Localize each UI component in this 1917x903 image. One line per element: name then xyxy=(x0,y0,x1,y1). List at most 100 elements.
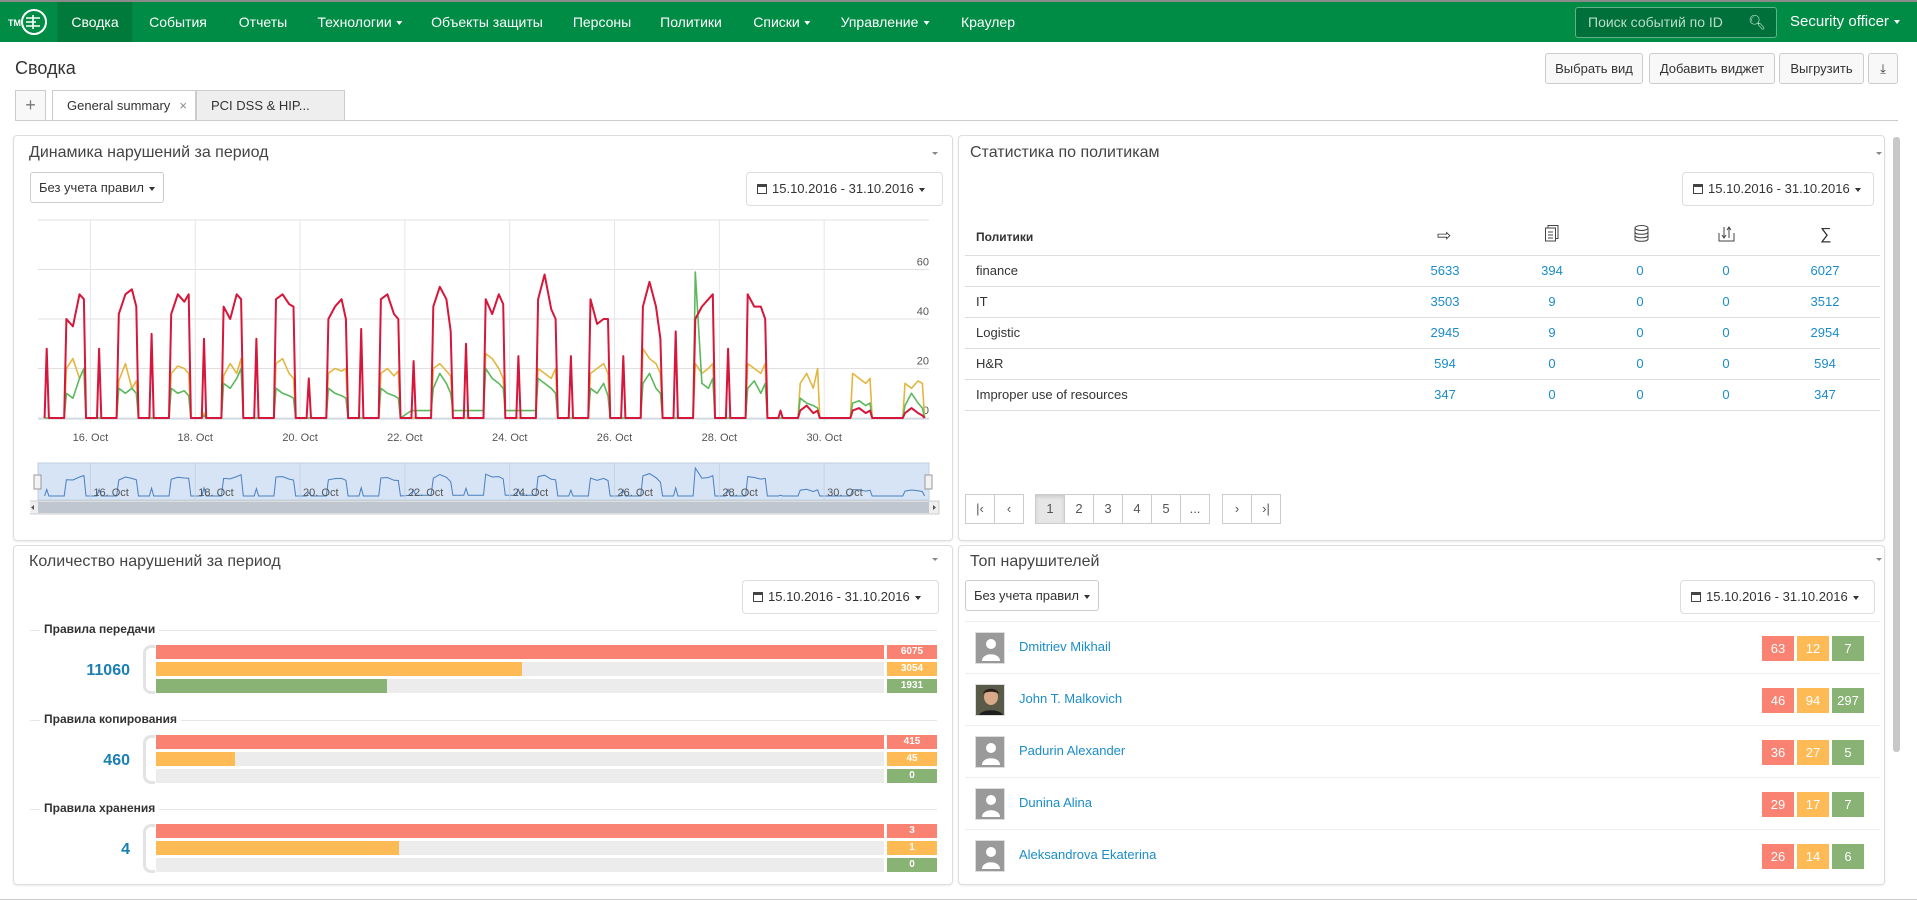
severity-count[interactable]: 1 xyxy=(887,841,937,855)
policy-count-link[interactable]: 0 xyxy=(1722,356,1730,371)
policy-count-link[interactable]: 0 xyxy=(1636,356,1644,371)
group-total[interactable]: 460 xyxy=(103,752,130,769)
close-icon[interactable]: × xyxy=(179,98,187,113)
widget-menu-icon[interactable] xyxy=(1876,558,1882,561)
severity-count[interactable]: 415 xyxy=(887,735,937,749)
violator-name-link[interactable]: John T. Malkovich xyxy=(1019,691,1123,706)
add-widget-button[interactable]: Добавить виджет xyxy=(1649,53,1775,84)
tab-pci-dss[interactable]: PCI DSS & HIP... xyxy=(196,90,345,121)
nav-item[interactable]: Отчеты xyxy=(225,2,301,42)
violation-count-badge[interactable]: 7 xyxy=(1832,636,1864,661)
policy-count-link[interactable]: 3512 xyxy=(1810,294,1840,309)
severity-count[interactable]: 0 xyxy=(887,769,937,783)
nav-item[interactable]: Персоны xyxy=(559,2,645,42)
severity-count[interactable]: 45 xyxy=(887,752,937,766)
policy-count-link[interactable]: 9 xyxy=(1548,325,1556,340)
violation-count-badge[interactable]: 26 xyxy=(1762,844,1794,869)
nav-item[interactable]: Политики xyxy=(646,2,736,42)
policy-count-link[interactable]: 9 xyxy=(1548,294,1556,309)
violation-count-badge[interactable]: 36 xyxy=(1762,740,1794,765)
severity-count[interactable]: 6075 xyxy=(887,645,937,659)
nav-item[interactable]: Управление xyxy=(827,2,944,42)
violation-count-badge[interactable]: 27 xyxy=(1797,740,1829,765)
group-total[interactable]: 11060 xyxy=(86,662,130,679)
policy-count-link[interactable]: 2945 xyxy=(1430,325,1460,340)
nav-item[interactable]: События xyxy=(135,2,221,42)
severity-count[interactable]: 1931 xyxy=(887,679,937,693)
violator-name-link[interactable]: Padurin Alexander xyxy=(1019,743,1126,758)
nav-item[interactable]: Технологии xyxy=(303,2,416,42)
policy-count-link[interactable]: 0 xyxy=(1636,387,1644,402)
user-menu[interactable]: Security officer xyxy=(1790,2,1900,42)
last-page-button[interactable]: ›| xyxy=(1251,494,1281,524)
policy-count-link[interactable]: 347 xyxy=(1434,387,1456,402)
violation-count-badge[interactable]: 29 xyxy=(1762,792,1794,817)
policy-count-link[interactable]: 5633 xyxy=(1430,263,1460,278)
navigator-handle-right[interactable] xyxy=(924,474,933,490)
rules-select[interactable]: Без учета правил xyxy=(30,172,165,203)
policy-count-link[interactable]: 594 xyxy=(1814,356,1836,371)
tab-general-summary[interactable]: General summary × xyxy=(52,90,196,121)
widget-menu-icon[interactable] xyxy=(1876,152,1882,155)
group-total[interactable]: 4 xyxy=(121,841,130,858)
violation-count-badge[interactable]: 63 xyxy=(1762,636,1794,661)
severity-count[interactable]: 3054 xyxy=(887,662,937,676)
violations-line-chart[interactable]: 0 20 40 60 16. Oct 18. Oct 20. Oct 22. Oct 24. O… xyxy=(30,210,940,520)
export-button[interactable]: Выгрузить xyxy=(1779,53,1864,84)
policy-count-link[interactable]: 3503 xyxy=(1430,294,1460,309)
event-search-input[interactable]: Поиск событий по ID 🔍︎ xyxy=(1575,7,1777,38)
policy-count-link[interactable]: 0 xyxy=(1636,294,1644,309)
violator-name-link[interactable]: Dmitriev Mikhail xyxy=(1019,639,1111,654)
nav-item[interactable]: Объекты защиты xyxy=(417,2,557,42)
widget-menu-icon[interactable] xyxy=(932,558,938,561)
logo[interactable]: ТМ xyxy=(6,7,50,37)
page-button[interactable]: 2 xyxy=(1064,494,1094,524)
navigator-handle-left[interactable] xyxy=(33,474,42,490)
violator-name-link[interactable]: Dunina Alina xyxy=(1019,795,1092,810)
policy-count-link[interactable]: 0 xyxy=(1722,387,1730,402)
policy-count-link[interactable]: 0 xyxy=(1722,325,1730,340)
policy-count-link[interactable]: 347 xyxy=(1814,387,1836,402)
policy-count-link[interactable]: 0 xyxy=(1548,356,1556,371)
date-range-picker[interactable]: 15.10.2016 - 31.10.2016 xyxy=(742,580,939,614)
download-button[interactable]: ⤓ xyxy=(1868,53,1898,84)
add-tab-button[interactable]: + xyxy=(15,90,46,121)
widget-menu-icon[interactable] xyxy=(932,152,938,155)
severity-count[interactable]: 3 xyxy=(887,824,937,838)
page-button[interactable]: 1 xyxy=(1035,494,1065,524)
date-range-picker[interactable]: 15.10.2016 - 31.10.2016 xyxy=(746,172,943,206)
nav-item[interactable]: Краулер xyxy=(947,2,1029,42)
next-page-button[interactable]: › xyxy=(1222,494,1252,524)
prev-page-button[interactable]: ‹ xyxy=(994,494,1024,524)
page-button[interactable]: 5 xyxy=(1151,494,1181,524)
policy-count-link[interactable]: 594 xyxy=(1434,356,1456,371)
policy-count-link[interactable]: 394 xyxy=(1541,263,1563,278)
policy-count-link[interactable]: 0 xyxy=(1722,263,1730,278)
page-button[interactable]: 4 xyxy=(1122,494,1152,524)
nav-item[interactable]: Списки xyxy=(739,2,824,42)
policy-count-link[interactable]: 0 xyxy=(1548,387,1556,402)
violation-count-badge[interactable]: 94 xyxy=(1797,688,1829,713)
date-range-picker[interactable]: 15.10.2016 - 31.10.2016 xyxy=(1680,580,1875,614)
policy-count-link[interactable]: 6027 xyxy=(1810,263,1840,278)
violation-count-badge[interactable]: 297 xyxy=(1832,688,1864,713)
nav-item[interactable]: Сводка xyxy=(57,2,133,42)
choose-view-button[interactable]: Выбрать вид xyxy=(1545,53,1643,84)
navigator-scrollbar-thumb[interactable] xyxy=(38,502,929,513)
date-range-picker[interactable]: 15.10.2016 - 31.10.2016 xyxy=(1682,172,1874,206)
policy-count-link[interactable]: 2954 xyxy=(1810,325,1840,340)
policy-count-link[interactable]: 0 xyxy=(1722,294,1730,309)
violation-count-badge[interactable]: 6 xyxy=(1832,844,1864,869)
violation-count-badge[interactable]: 14 xyxy=(1797,844,1829,869)
violation-count-badge[interactable]: 5 xyxy=(1832,740,1864,765)
violation-count-badge[interactable]: 12 xyxy=(1797,636,1829,661)
violation-count-badge[interactable]: 17 xyxy=(1797,792,1829,817)
rules-select[interactable]: Без учета правил xyxy=(965,580,1100,611)
page-button[interactable]: 3 xyxy=(1093,494,1123,524)
violator-name-link[interactable]: Aleksandrova Ekaterina xyxy=(1019,847,1157,862)
page-scrollbar[interactable] xyxy=(1893,137,1900,752)
first-page-button[interactable]: |‹ xyxy=(965,494,995,524)
policy-count-link[interactable]: 0 xyxy=(1636,263,1644,278)
violation-count-badge[interactable]: 7 xyxy=(1832,792,1864,817)
search-icon[interactable]: 🔍︎ xyxy=(1748,14,1766,30)
